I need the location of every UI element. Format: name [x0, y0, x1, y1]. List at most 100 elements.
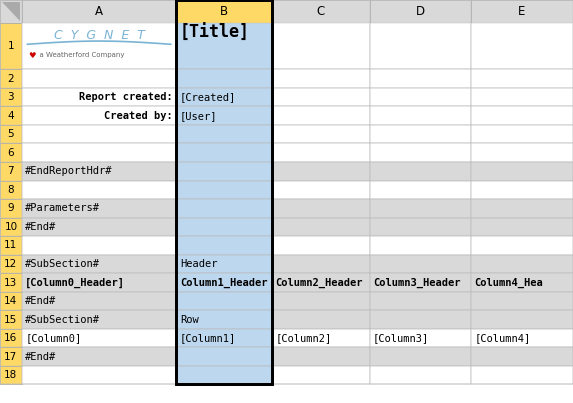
Bar: [471, 310, 573, 329]
Text: C  Y  G  N  E  T: C Y G N E T: [54, 29, 144, 42]
Bar: [176, 0, 272, 23]
Bar: [272, 23, 370, 69]
Bar: [471, 106, 573, 125]
Bar: [176, 310, 272, 329]
Text: [Column0_Header]: [Column0_Header]: [25, 277, 125, 288]
Bar: [272, 329, 370, 347]
Bar: [471, 143, 573, 162]
Bar: [272, 366, 370, 384]
Bar: [0, 199, 22, 218]
Bar: [176, 218, 272, 236]
Bar: [0, 69, 22, 88]
Bar: [471, 273, 573, 292]
Bar: [176, 329, 272, 347]
Bar: [471, 23, 573, 69]
Text: [Column4]: [Column4]: [474, 333, 531, 343]
Bar: [22, 273, 176, 292]
Text: #Parameters#: #Parameters#: [25, 204, 100, 213]
Bar: [370, 366, 471, 384]
Bar: [471, 69, 573, 88]
Bar: [370, 0, 471, 23]
Bar: [471, 366, 573, 384]
Bar: [272, 218, 370, 236]
Text: 6: 6: [7, 148, 14, 158]
Bar: [176, 143, 272, 162]
Text: C: C: [317, 5, 325, 18]
Text: a Weatherford Company: a Weatherford Company: [35, 52, 124, 58]
Text: [Column2]: [Column2]: [276, 333, 332, 343]
Bar: [22, 366, 176, 384]
Bar: [471, 88, 573, 106]
Text: Report created:: Report created:: [79, 92, 173, 102]
Bar: [22, 162, 176, 181]
Bar: [471, 218, 573, 236]
Bar: [272, 143, 370, 162]
Bar: [370, 292, 471, 310]
Text: 8: 8: [7, 185, 14, 195]
Bar: [176, 162, 272, 181]
Bar: [471, 0, 573, 23]
Bar: [0, 218, 22, 236]
Bar: [22, 218, 176, 236]
Bar: [471, 236, 573, 255]
Bar: [176, 292, 272, 310]
Text: [Column3]: [Column3]: [373, 333, 429, 343]
Bar: [272, 199, 370, 218]
Bar: [0, 292, 22, 310]
Bar: [370, 23, 471, 69]
Bar: [370, 69, 471, 88]
Text: 2: 2: [7, 74, 14, 83]
Bar: [272, 106, 370, 125]
Text: Created by:: Created by:: [104, 111, 173, 120]
Bar: [370, 236, 471, 255]
Bar: [471, 329, 573, 347]
Bar: [22, 106, 176, 125]
Bar: [471, 292, 573, 310]
Text: Column1_Header: Column1_Header: [180, 277, 268, 288]
Bar: [176, 0, 272, 384]
Bar: [176, 181, 272, 199]
Text: [Created]: [Created]: [180, 92, 236, 102]
Bar: [22, 23, 176, 69]
Text: Column3_Header: Column3_Header: [373, 277, 461, 288]
Text: Column4_Hea: Column4_Hea: [474, 277, 543, 288]
Bar: [22, 347, 176, 366]
Bar: [272, 255, 370, 273]
Bar: [272, 125, 370, 143]
Bar: [272, 162, 370, 181]
Text: 4: 4: [7, 111, 14, 120]
Text: 14: 14: [4, 296, 18, 306]
Bar: [370, 218, 471, 236]
Bar: [370, 143, 471, 162]
Text: Column2_Header: Column2_Header: [276, 277, 363, 288]
Bar: [272, 88, 370, 106]
Bar: [22, 181, 176, 199]
Text: 10: 10: [5, 222, 17, 232]
Bar: [22, 310, 176, 329]
Bar: [471, 347, 573, 366]
Bar: [370, 347, 471, 366]
Bar: [22, 292, 176, 310]
Bar: [0, 106, 22, 125]
Text: [Title]: [Title]: [180, 24, 250, 42]
Text: 12: 12: [4, 259, 18, 269]
Bar: [370, 255, 471, 273]
Bar: [176, 366, 272, 384]
Text: 1: 1: [7, 41, 14, 51]
Bar: [370, 162, 471, 181]
Bar: [0, 366, 22, 384]
Bar: [22, 125, 176, 143]
Bar: [0, 181, 22, 199]
Text: 9: 9: [7, 204, 14, 213]
Text: B: B: [220, 5, 229, 18]
Bar: [0, 273, 22, 292]
Text: [User]: [User]: [180, 111, 217, 120]
Bar: [22, 329, 176, 347]
Bar: [176, 347, 272, 366]
Bar: [176, 0, 272, 384]
Bar: [0, 329, 22, 347]
Text: E: E: [519, 5, 525, 18]
Bar: [176, 236, 272, 255]
Bar: [272, 273, 370, 292]
Bar: [370, 310, 471, 329]
